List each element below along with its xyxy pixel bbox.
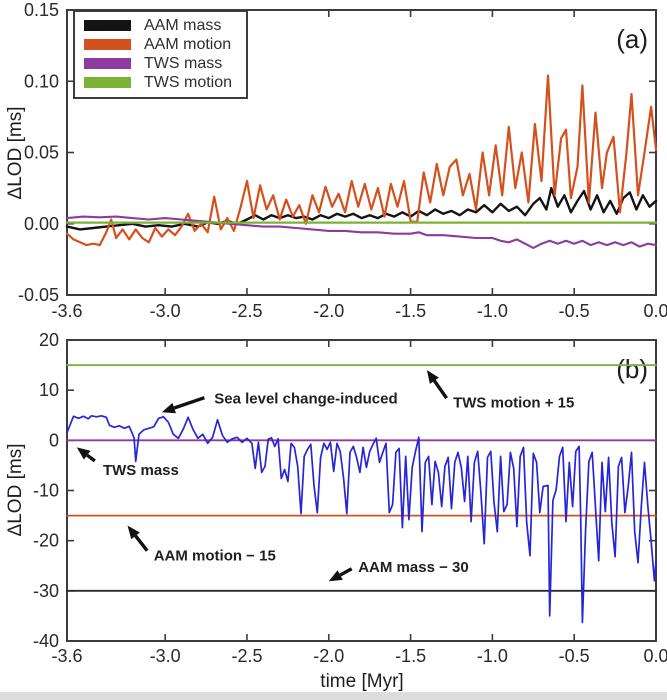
annotation-arrowhead	[161, 402, 176, 414]
x-tick-label: 0.0	[643, 301, 667, 321]
panel-b-plot-group: -3.6 -3.0 -2.5 -2.0 -1.5 -1.0 -0.5 0.0 -40 -30 -20…	[33, 330, 667, 666]
x-tick-label: -1.0	[477, 301, 508, 321]
x-tick-label: -0.5	[559, 646, 590, 666]
x-tick-label: -3.6	[51, 301, 82, 321]
annotation-arrowhead	[76, 447, 91, 460]
panel-a-chart: ΔLOD [ms] (a) -3.6 -3.0 -2.5 -2.0 -1.5 -1.0 -0…	[5, 0, 667, 321]
y-tick-label: 20	[39, 330, 59, 350]
legend-item: AAM mass	[84, 17, 232, 34]
annotation-arrow	[339, 567, 353, 577]
annotation-label: AAM mass − 30	[358, 559, 468, 576]
legend-swatch-tws-mass	[84, 58, 131, 69]
annotation-label: TWS mass	[103, 462, 179, 479]
y-tick-label: -0.05	[18, 285, 59, 305]
annotation-label: AAM motion − 15	[154, 548, 276, 565]
y-tick-label: -20	[33, 531, 59, 551]
annotation-arrowhead	[426, 370, 439, 384]
x-tick-label: -2.5	[231, 646, 262, 666]
y-tick-label: 0.15	[24, 0, 59, 20]
legend: AAM mass AAM motion TWS mass TWS motion	[73, 10, 249, 99]
y-tick-label: 0.10	[24, 71, 59, 91]
legend-item: TWS mass	[84, 55, 232, 72]
x-tick-label: -3.0	[150, 646, 181, 666]
series-tws-mass	[65, 215, 658, 250]
y-tick-label: 0	[49, 430, 59, 450]
panel-a-plot-group: -3.6 -3.0 -2.5 -2.0 -1.5 -1.0 -0.5 0.0 -0.05 0.00…	[18, 0, 667, 321]
legend-item: TWS motion	[84, 74, 233, 91]
x-tick-label: 0.0	[643, 646, 667, 666]
legend-item: AAM motion	[84, 36, 232, 53]
y-tick-label: -40	[33, 631, 59, 651]
y-tick-label: 10	[39, 380, 59, 400]
x-tick-label: -2.5	[231, 301, 262, 321]
x-tick-label: -1.5	[395, 646, 426, 666]
x-tick-label: -1.5	[395, 301, 426, 321]
panel-b-label: (b)	[616, 354, 648, 384]
annotation-arrow	[134, 534, 149, 552]
x-tick-label: -3.0	[150, 301, 181, 321]
series-aam-motion	[65, 74, 658, 247]
bottom-strip	[0, 692, 667, 700]
annotation-arrowhead	[127, 525, 140, 540]
y-tick-label: 0.00	[24, 214, 59, 234]
x-tick-label: -3.6	[51, 646, 82, 666]
x-tick-label: -0.5	[559, 301, 590, 321]
y-tick-label: 0.05	[24, 143, 59, 163]
legend-label: TWS mass	[144, 55, 223, 72]
panel-b-chart: ΔLOD [ms] time [Myr] (b) -3.6 -3.0 -2.5 -2.…	[5, 330, 667, 692]
legend-label: TWS motion	[144, 74, 233, 91]
panel-b-y-axis-label: ΔLOD [ms]	[5, 444, 26, 537]
legend-swatch-aam-mass	[84, 20, 131, 31]
legend-label: AAM motion	[144, 36, 232, 53]
annotation-arrowhead	[328, 570, 343, 582]
annotation-arrow	[173, 396, 205, 410]
y-tick-label: -30	[33, 581, 59, 601]
annotation-arrow	[432, 379, 448, 400]
legend-label: AAM mass	[144, 17, 222, 34]
annotation-arrow	[86, 453, 96, 463]
annotation-label: TWS motion + 15	[453, 395, 574, 412]
panel-a-label: (a)	[616, 24, 648, 54]
x-tick-label: -1.0	[477, 646, 508, 666]
series-sea-level-change-induced	[66, 414, 657, 624]
x-tick-label: -2.0	[313, 646, 344, 666]
legend-swatch-aam-motion	[84, 39, 131, 50]
panel-a-y-axis-label: ΔLOD [ms]	[5, 107, 26, 200]
annotation-label: Sea level change-induced	[214, 391, 397, 408]
legend-swatch-tws-motion	[84, 77, 131, 88]
y-tick-label: -10	[33, 481, 59, 501]
x-tick-label: -2.0	[313, 301, 344, 321]
panel-b-x-axis-label: time [Myr]	[320, 671, 403, 692]
